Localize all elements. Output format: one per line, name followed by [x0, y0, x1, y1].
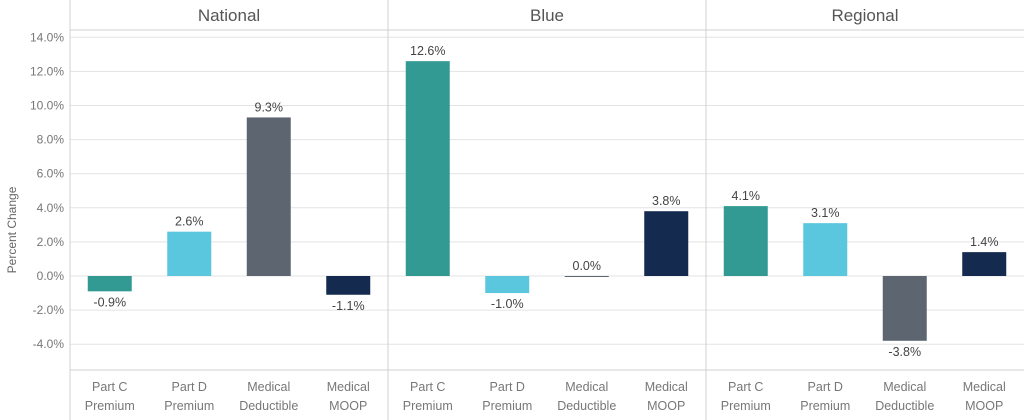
bar	[723, 206, 768, 276]
y-tick-label: -4.0%	[33, 337, 65, 351]
bar	[882, 276, 927, 341]
data-label: -0.9%	[93, 295, 126, 309]
x-category-label: Part D	[490, 380, 525, 394]
x-category-label: Premium	[721, 399, 771, 413]
data-label: -1.0%	[491, 297, 524, 311]
y-tick-label: 4.0%	[37, 201, 65, 215]
y-tick-label: 14.0%	[30, 30, 64, 44]
x-category-label: Medical	[327, 380, 370, 394]
x-category-label: Part D	[172, 380, 207, 394]
data-label: 9.3%	[255, 100, 284, 114]
y-tick-label: 6.0%	[37, 167, 65, 181]
x-category-label: MOOP	[647, 399, 685, 413]
panel-title: National	[198, 6, 260, 25]
x-category-label: Premium	[403, 399, 453, 413]
data-label: -1.1%	[332, 299, 365, 313]
x-category-label: Medical	[963, 380, 1006, 394]
x-category-label: Premium	[85, 399, 135, 413]
x-category-label: Deductible	[557, 399, 616, 413]
bar	[564, 276, 609, 277]
x-category-label: Medical	[883, 380, 926, 394]
y-tick-label: 12.0%	[30, 64, 64, 78]
bar	[246, 117, 291, 276]
x-category-label: MOOP	[965, 399, 1003, 413]
x-category-label: Premium	[164, 399, 214, 413]
bar	[326, 276, 371, 295]
bar	[644, 211, 689, 276]
x-category-label: Deductible	[875, 399, 934, 413]
data-label: 3.8%	[652, 194, 681, 208]
panel-title: Regional	[831, 6, 898, 25]
bar	[405, 61, 450, 276]
x-category-label: Medical	[247, 380, 290, 394]
data-label: 2.6%	[175, 215, 204, 229]
x-category-label: Premium	[800, 399, 850, 413]
y-tick-label: 2.0%	[37, 235, 65, 249]
x-category-label: Part C	[728, 380, 763, 394]
x-category-label: Deductible	[239, 399, 298, 413]
x-category-label: Part D	[808, 380, 843, 394]
y-axis-title: Percent Change	[5, 186, 19, 273]
x-category-label: Part C	[92, 380, 127, 394]
y-tick-label: -2.0%	[33, 303, 65, 317]
x-category-label: Premium	[482, 399, 532, 413]
x-category-label: Part C	[410, 380, 445, 394]
bar	[87, 276, 132, 292]
data-label: 4.1%	[732, 189, 761, 203]
data-label: 1.4%	[970, 235, 999, 249]
y-tick-label: 0.0%	[37, 269, 65, 283]
y-tick-label: 10.0%	[30, 99, 64, 113]
bar	[485, 276, 530, 294]
x-category-label: MOOP	[329, 399, 367, 413]
x-category-label: Medical	[645, 380, 688, 394]
data-label: -3.8%	[888, 345, 921, 359]
data-label: 3.1%	[811, 206, 840, 220]
x-category-label: Medical	[565, 380, 608, 394]
bar	[167, 231, 212, 276]
bar	[962, 252, 1007, 276]
data-label: 0.0%	[573, 259, 602, 273]
y-tick-label: 8.0%	[37, 133, 65, 147]
panel-title: Blue	[530, 6, 564, 25]
data-label: 12.6%	[410, 44, 445, 58]
bar	[803, 223, 848, 276]
